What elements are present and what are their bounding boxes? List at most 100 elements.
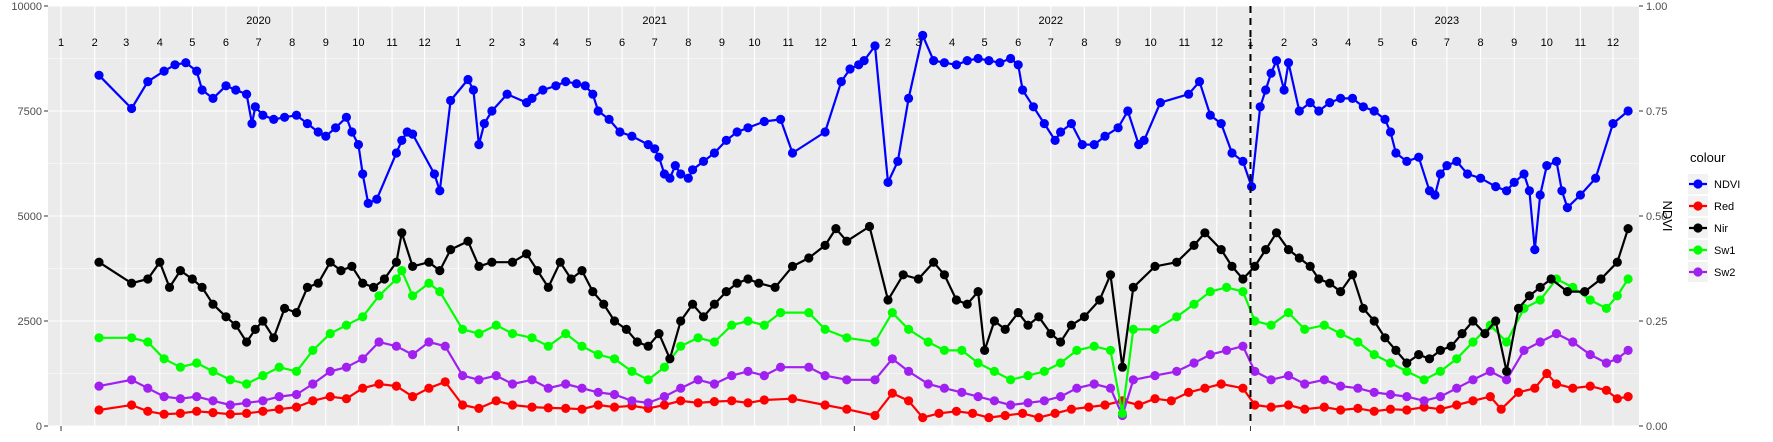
data-point-nir [175, 266, 185, 276]
data-point-ndvi [676, 169, 686, 179]
month-label: 11 [782, 37, 793, 49]
data-point-nir [143, 274, 153, 284]
y-tick-label: 0 [36, 421, 42, 433]
y-tick-label: 7500 [18, 106, 42, 118]
data-point-nir [391, 257, 401, 267]
data-point-sw2 [543, 383, 553, 393]
month-label: 5 [982, 37, 988, 49]
data-point-sw2 [887, 354, 897, 364]
data-point-ndvi [1018, 85, 1028, 95]
data-point-red [374, 379, 384, 389]
data-point-ndvi [1089, 140, 1099, 150]
data-point-red [225, 409, 235, 419]
data-point-nir [155, 257, 165, 267]
month-label: 6 [1411, 37, 1417, 49]
data-point-nir [208, 299, 218, 309]
data-point-ndvi [820, 127, 830, 137]
data-point-ndvi [1551, 156, 1562, 166]
data-point-red [440, 377, 450, 387]
data-point-sw1 [1023, 371, 1033, 381]
data-point-sw1 [1128, 324, 1138, 334]
data-point-red [787, 394, 798, 404]
data-point-sw2 [776, 362, 786, 372]
data-point-sw1 [709, 337, 720, 347]
data-point-ndvi [479, 119, 489, 129]
data-point-ndvi [1184, 89, 1194, 99]
data-point-nir [1535, 282, 1545, 292]
data-point-sw2 [1601, 358, 1611, 368]
data-point-ndvi [358, 169, 368, 179]
data-point-sw2 [1056, 392, 1066, 402]
data-point-ndvi [845, 64, 855, 74]
data-point-nir [1079, 312, 1089, 322]
data-point-ndvi [1535, 190, 1545, 200]
month-label: 4 [949, 37, 955, 49]
month-label: 1 [58, 37, 64, 49]
data-point-ndvi [435, 186, 445, 196]
data-point-nir [555, 257, 565, 267]
data-point-ndvi [650, 144, 660, 154]
data-point-red [1050, 408, 1060, 418]
legend: colour NDVI Red Nir Sw1 Sw2 [1688, 150, 1740, 282]
year-label: 2020 [246, 15, 270, 27]
data-point-sw2 [609, 389, 620, 400]
data-point-ndvi [683, 173, 693, 183]
data-point-ndvi [995, 58, 1005, 68]
data-point-ndvi [1608, 119, 1618, 129]
legend-key-point [1693, 245, 1703, 255]
data-point-nir [1546, 274, 1556, 284]
data-point-ndvi [372, 194, 382, 204]
month-label: 6 [619, 37, 625, 49]
data-point-ndvi [588, 89, 598, 99]
data-point-nir [1612, 257, 1622, 267]
data-point-ndvi [527, 93, 537, 103]
data-point-ndvi [231, 85, 241, 95]
month-label: 9 [1511, 37, 1517, 49]
data-point-red [934, 408, 944, 418]
data-point-ndvi [1077, 140, 1087, 150]
data-point-nir [973, 287, 983, 297]
month-label: 8 [1081, 37, 1087, 49]
data-point-sw2 [593, 387, 603, 397]
data-point-red [1283, 400, 1294, 410]
data-point-ndvi [1305, 98, 1315, 108]
data-point-sw1 [1385, 358, 1396, 368]
data-point-nir [1580, 287, 1590, 297]
data-point-ndvi [973, 53, 983, 64]
month-label: 6 [1015, 37, 1021, 49]
data-point-nir [487, 257, 497, 267]
data-point-sw1 [887, 308, 897, 318]
data-point-nir [1271, 228, 1282, 238]
data-point-ndvi [502, 89, 512, 99]
data-point-nir [577, 266, 587, 276]
data-point-sw2 [577, 383, 587, 393]
data-point-ndvi [192, 66, 202, 76]
data-point-red [1513, 387, 1524, 397]
data-point-ndvi [1013, 60, 1023, 70]
data-point-red [458, 400, 468, 410]
data-point-nir [709, 299, 720, 309]
data-point-nir [1305, 261, 1315, 271]
data-point-ndvi [883, 177, 893, 187]
data-point-red [1530, 383, 1540, 393]
data-point-ndvi [1325, 98, 1335, 108]
data-point-sw1 [242, 379, 252, 389]
data-point-nir [980, 345, 990, 355]
data-point-sw1 [1172, 312, 1182, 322]
data-point-sw2 [693, 375, 703, 385]
data-point-sw2 [1283, 371, 1294, 381]
data-point-sw2 [727, 371, 737, 381]
series-ndvi [94, 30, 1633, 255]
data-point-sw2 [192, 392, 202, 402]
data-point-ndvi [1238, 156, 1248, 166]
data-point-ndvi [1462, 169, 1473, 179]
data-point-red [1402, 405, 1412, 415]
data-point-ndvi [665, 173, 675, 183]
data-point-ndvi [870, 41, 880, 51]
data-point-ndvi [1336, 93, 1346, 103]
legend-label: Red [1714, 201, 1734, 213]
data-point-ndvi [759, 116, 769, 127]
data-point-sw2 [491, 371, 501, 381]
data-point-sw2 [659, 392, 670, 402]
data-point-red [1100, 400, 1110, 410]
